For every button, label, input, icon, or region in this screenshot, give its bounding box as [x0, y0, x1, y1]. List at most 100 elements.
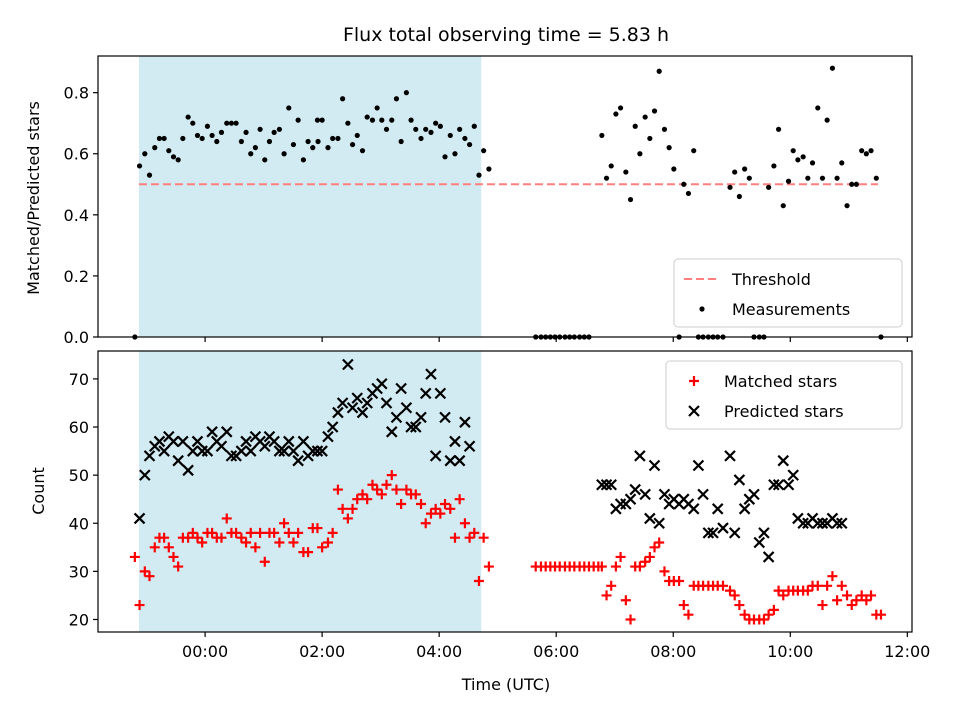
predicted-star-marker	[629, 483, 641, 496]
measurement-point	[481, 148, 487, 154]
matched-star-marker	[279, 518, 290, 529]
predicted-star-marker	[449, 435, 461, 448]
measurement-point	[185, 114, 191, 120]
measurement-point	[834, 175, 840, 181]
measurement-point	[209, 132, 215, 139]
matched-star-marker	[149, 542, 160, 553]
matched-star-marker	[778, 590, 789, 601]
measurement-point	[746, 175, 752, 181]
predicted-star-marker	[306, 445, 319, 457]
measurement-point	[305, 138, 311, 145]
matched-star-marker	[659, 566, 670, 577]
measurement-point	[276, 126, 283, 132]
measurement-point	[161, 135, 167, 142]
measurement-point	[315, 138, 321, 145]
matched-star-marker	[357, 489, 368, 500]
measurement-point	[330, 135, 336, 142]
measurement-point	[873, 175, 879, 181]
matched-star-marker	[144, 571, 155, 582]
measurement-point	[742, 166, 748, 172]
measurement-point	[266, 138, 273, 145]
measurement-point	[190, 120, 196, 126]
measurement-point	[340, 96, 346, 102]
matched-star-marker	[802, 585, 813, 596]
measurement-point	[413, 126, 419, 132]
matched-star-marker	[640, 556, 651, 567]
matched-star-marker	[739, 609, 750, 620]
measurement-point	[795, 157, 801, 163]
measurement-point	[290, 141, 297, 148]
predicted-star-marker	[415, 411, 427, 424]
measurement-point	[146, 172, 153, 178]
matched-star-marker	[464, 532, 475, 543]
measurement-point	[805, 175, 811, 181]
predicted-star-marker	[835, 517, 848, 530]
predicted-star-marker	[133, 512, 146, 525]
measurement-point	[204, 123, 211, 129]
measurement-point	[815, 105, 821, 111]
matched-star-marker	[763, 609, 774, 620]
matched-star-marker	[337, 503, 348, 514]
measurement-point	[170, 154, 177, 160]
matched-star-marker	[717, 580, 728, 591]
matched-star-marker	[401, 484, 412, 495]
predicted-star-marker	[634, 450, 646, 462]
matched-star-marker	[861, 595, 872, 606]
x-tick-label: 08:00	[650, 642, 696, 661]
predicted-star-marker	[605, 478, 617, 491]
matched-star-marker	[134, 600, 145, 611]
measurement-point	[452, 151, 458, 157]
matched-star-marker	[347, 503, 358, 514]
predicted-star-marker	[311, 445, 324, 457]
matched-star-marker	[683, 609, 694, 620]
matched-star-marker	[303, 547, 314, 558]
measurement-point	[637, 151, 643, 157]
matched-star-marker	[269, 527, 280, 538]
matched-star-marker	[207, 527, 218, 538]
predicted-star-marker	[143, 450, 156, 462]
matched-star-marker	[391, 484, 402, 495]
predicted-star-marker	[724, 450, 736, 462]
matched-star-marker	[610, 561, 621, 572]
measurement-point	[383, 126, 390, 132]
matched-star-marker	[187, 527, 198, 538]
x-tick-label: 06:00	[533, 642, 579, 661]
predicted-star-marker	[172, 454, 184, 467]
matched-star-marker	[420, 518, 431, 529]
measurement-point	[233, 120, 239, 126]
matched-star-marker	[851, 595, 862, 606]
predicted-star-marker	[777, 454, 790, 467]
predicted-star-marker	[439, 411, 451, 424]
predicted-star-marker	[380, 397, 393, 409]
x-tick-label: 10:00	[767, 642, 813, 661]
matched-star-marker	[197, 537, 208, 548]
measurement-point	[314, 117, 321, 123]
measurement-point	[354, 132, 360, 139]
measurement-point	[863, 151, 869, 157]
bottom-y-tick-label: 50	[69, 466, 89, 485]
measurement-point	[271, 129, 277, 135]
predicted-star-marker	[322, 430, 334, 443]
matched-star-marker	[274, 537, 285, 548]
matched-star-marker	[758, 614, 769, 625]
matched-star-marker	[674, 575, 685, 586]
matched-star-marker	[416, 499, 427, 510]
top-legend-box	[673, 258, 903, 328]
matched-star-marker	[159, 532, 170, 543]
measurement-point	[214, 138, 220, 145]
measurement-point	[732, 169, 738, 175]
matched-star-marker	[259, 556, 270, 567]
predicted-star-marker	[361, 397, 373, 409]
predicted-star-marker	[444, 454, 457, 467]
measurement-point	[408, 117, 414, 123]
bottom-legend-label: Predicted stars	[724, 402, 844, 421]
predicted-star-marker	[332, 406, 344, 419]
x-tick-label: 12:00	[884, 642, 930, 661]
matched-star-marker	[445, 503, 456, 514]
predicted-star-marker	[758, 527, 770, 539]
measurement-point	[325, 145, 331, 151]
matched-star-marker	[654, 537, 665, 548]
matched-star-marker	[768, 604, 779, 615]
measurement-point	[335, 135, 341, 142]
predicted-star-marker	[733, 474, 746, 486]
